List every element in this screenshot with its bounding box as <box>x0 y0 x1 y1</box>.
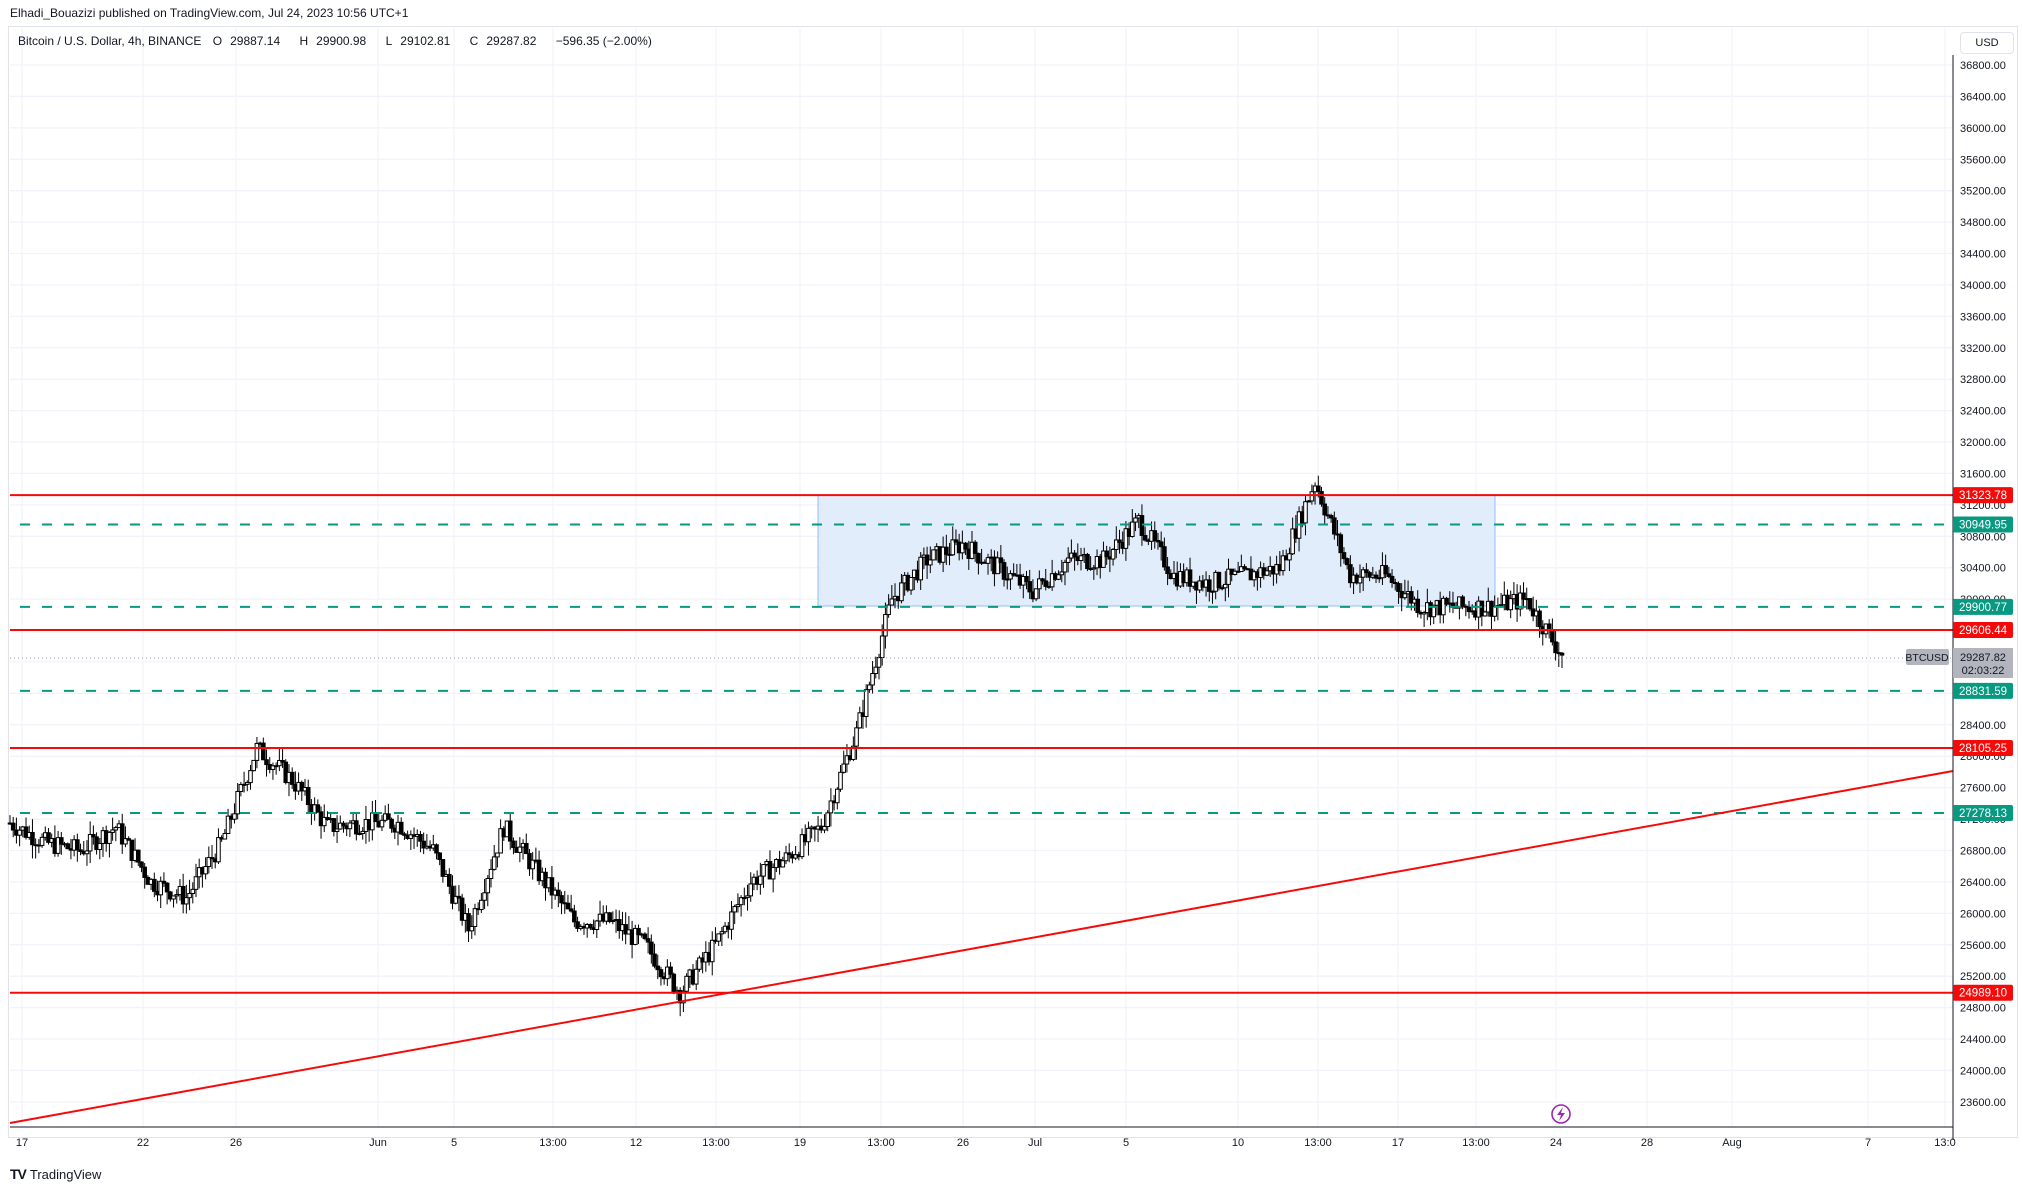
horizontal-levels[interactable] <box>10 494 1953 994</box>
ohlc-low: L 29102.81 <box>385 34 451 48</box>
ohlc-open: O 29887.14 <box>212 34 281 48</box>
time-tick: 26 <box>957 1137 969 1149</box>
price-tick: 35600.00 <box>1960 154 2006 166</box>
time-tick: Aug <box>1722 1137 1742 1149</box>
time-tick: 13:00 <box>539 1137 567 1149</box>
price-tick: 30800.00 <box>1960 531 2006 543</box>
time-tick: 13:00 <box>702 1137 730 1149</box>
range-box[interactable] <box>817 494 1496 607</box>
price-tick: 25600.00 <box>1960 940 2006 952</box>
price-tick: 34000.00 <box>1960 280 2006 292</box>
chart-frame <box>8 26 2018 1138</box>
price-tick: 34800.00 <box>1960 217 2006 229</box>
time-tick: 28 <box>1641 1137 1653 1149</box>
price-tick: 26400.00 <box>1960 877 2006 889</box>
price-tick: 31600.00 <box>1960 468 2006 480</box>
currency-button[interactable]: USD <box>1960 32 2014 54</box>
price-tick: 32800.00 <box>1960 374 2006 386</box>
price-tick: 34400.00 <box>1960 249 2006 261</box>
time-tick: Jun <box>369 1137 387 1149</box>
price-tags: 31323.78 30949.95 29900.77 29606.44 28831.59… <box>1953 487 2013 1001</box>
time-tick: 5 <box>451 1137 457 1149</box>
svg-text:29900.77: 29900.77 <box>1959 602 2007 614</box>
time-tick: 24 <box>1550 1137 1562 1149</box>
time-tick: 10 <box>1232 1137 1244 1149</box>
price-tick: 28400.00 <box>1960 720 2006 732</box>
svg-text:28831.59: 28831.59 <box>1959 686 2007 698</box>
price-tick: 33600.00 <box>1960 311 2006 323</box>
price-change: −596.35 (−2.00%) <box>555 34 652 48</box>
time-tick: Jul <box>1028 1137 1042 1149</box>
candlesticks <box>7 475 1565 1017</box>
price-tick: 33200.00 <box>1960 343 2006 355</box>
price-axis[interactable]: 36800.00 36400.00 36000.00 35600.00 35200.00… <box>1960 60 2006 1109</box>
svg-text:BTCUSD: BTCUSD <box>1905 652 1949 664</box>
symbol-legend: Bitcoin / U.S. Dollar, 4h, BINANCE O 2988… <box>18 34 660 48</box>
time-tick: 13:00 <box>867 1137 895 1149</box>
footer-brand[interactable]: TV TradingView <box>10 1166 101 1182</box>
price-tick: 24800.00 <box>1960 1003 2006 1015</box>
time-tick: 26 <box>230 1137 242 1149</box>
svg-text:29606.44: 29606.44 <box>1959 625 2008 637</box>
trendline[interactable] <box>9 770 1954 1124</box>
price-tick: 27600.00 <box>1960 783 2006 795</box>
time-tick: 7 <box>1865 1137 1871 1149</box>
time-tick: 17 <box>1392 1137 1404 1149</box>
symbol-tag: BTCUSD <box>1905 649 1949 665</box>
price-tick: 36800.00 <box>1960 60 2006 72</box>
price-tick: 36000.00 <box>1960 123 2006 135</box>
time-tick: 12 <box>630 1137 642 1149</box>
svg-text:29287.82: 29287.82 <box>1960 652 2006 664</box>
svg-text:27278.13: 27278.13 <box>1959 808 2007 820</box>
time-axis[interactable]: 17 22 26 Jun 5 13:00 12 13:00 19 13:00 26 Jul 5 10 13:… <box>16 1137 1956 1149</box>
time-tick: 17 <box>16 1137 28 1149</box>
svg-text:24989.10: 24989.10 <box>1959 988 2007 1000</box>
price-tick: 24400.00 <box>1960 1034 2006 1046</box>
time-tick: 22 <box>137 1137 149 1149</box>
time-tick: 19 <box>794 1137 806 1149</box>
time-tick: 13:00 <box>1462 1137 1490 1149</box>
brand-name: TradingView <box>29 1166 102 1182</box>
svg-text:31323.78: 31323.78 <box>1959 490 2007 502</box>
price-tick: 30400.00 <box>1960 563 2006 575</box>
svg-text:02:03:22: 02:03:22 <box>1962 665 2005 677</box>
price-tick: 32000.00 <box>1960 437 2006 449</box>
tradingview-logo-icon: TV <box>10 1166 27 1182</box>
symbol-title: Bitcoin / U.S. Dollar, 4h, BINANCE <box>18 34 202 48</box>
price-tick: 24000.00 <box>1960 1065 2006 1077</box>
time-tick: 13:0 <box>1934 1137 1955 1149</box>
price-tick: 36400.00 <box>1960 91 2006 103</box>
grid-lines <box>10 28 1953 1127</box>
price-tick: 25200.00 <box>1960 971 2006 983</box>
ohlc-high: H 29900.98 <box>299 34 367 48</box>
svg-text:28105.25: 28105.25 <box>1959 743 2007 755</box>
publisher-line: Elhadi_Bouazizi published on TradingView… <box>10 6 409 20</box>
ohlc-close: C 29287.82 <box>469 34 537 48</box>
lightning-event-icon[interactable] <box>1551 1104 1571 1124</box>
price-tick: 35200.00 <box>1960 186 2006 198</box>
time-tick: 13:00 <box>1304 1137 1332 1149</box>
svg-text:30949.95: 30949.95 <box>1959 520 2007 532</box>
price-tick: 26800.00 <box>1960 846 2006 858</box>
last-price-tag: 29287.82 02:03:22 <box>1953 648 2013 678</box>
time-tick: 5 <box>1123 1137 1129 1149</box>
price-tick: 32400.00 <box>1960 406 2006 418</box>
price-tick: 23600.00 <box>1960 1097 2006 1109</box>
price-tick: 26000.00 <box>1960 908 2006 920</box>
